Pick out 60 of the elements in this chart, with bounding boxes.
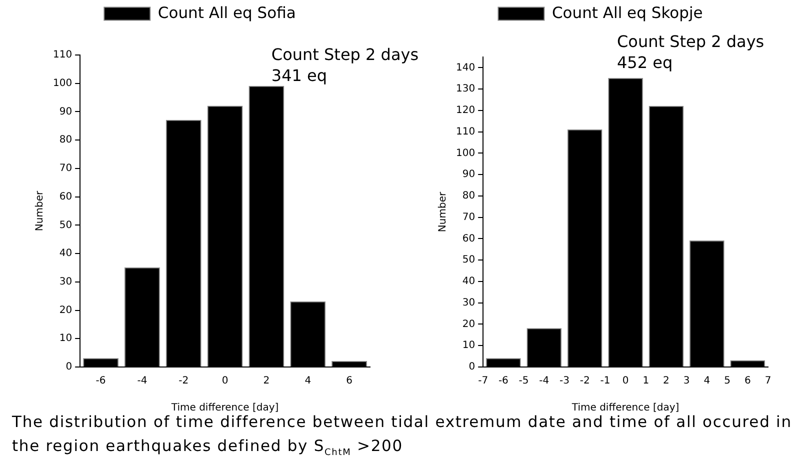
x-tick-label: 3 <box>683 376 690 387</box>
y-tick-label: 80 <box>59 134 72 146</box>
x-tick-label: -2 <box>580 376 590 387</box>
annotation: 341 eq <box>271 65 328 86</box>
x-tick-label: -1 <box>600 376 610 387</box>
x-tick-label: -2 <box>178 376 189 387</box>
y-tick-label: 110 <box>52 50 72 61</box>
y-tick-label: 80 <box>462 190 476 202</box>
x-tick-label: 4 <box>304 376 312 387</box>
x-tick-label: 5 <box>724 376 730 387</box>
y-tick-label: 10 <box>462 340 476 352</box>
legend-label: Count All eq Sofia <box>158 4 296 22</box>
y-tick-label: 120 <box>456 105 476 116</box>
y-tick-label: 40 <box>59 248 72 260</box>
y-tick-label: 110 <box>456 126 476 138</box>
y-tick-label: 30 <box>59 276 72 288</box>
x-tick-label: 6 <box>346 376 352 387</box>
x-tick-label: -7 <box>478 376 488 387</box>
x-tick-label: 2 <box>663 376 670 387</box>
annotation: Count Step 2 days <box>271 44 419 65</box>
x-tick-label: -4 <box>137 376 148 387</box>
x-axis-title: Time difference [day] <box>170 402 279 414</box>
y-tick-label: 20 <box>462 318 476 330</box>
y-axis-title: Number <box>438 191 449 232</box>
y-axis-title: Number <box>34 190 46 232</box>
x-tick-label: -5 <box>518 376 529 387</box>
annotation: 452 eq <box>616 52 674 73</box>
x-tick-label: 2 <box>263 376 270 387</box>
y-tick-label: 70 <box>59 163 72 174</box>
y-tick-label: 130 <box>456 84 476 95</box>
x-tick-label: 0 <box>222 376 228 387</box>
y-tick-label: 60 <box>59 191 72 202</box>
x-tick-label: 4 <box>704 376 710 387</box>
x-tick-label: -6 <box>96 376 106 387</box>
x-tick-label: 6 <box>744 376 751 387</box>
y-tick-label: 100 <box>52 78 72 89</box>
y-tick-label: 50 <box>59 220 72 231</box>
x-tick-label: 1 <box>642 376 650 387</box>
x-tick-label: -6 <box>498 376 508 387</box>
x-axis-title: Time difference [day] <box>570 402 680 414</box>
x-tick-label: -4 <box>539 376 550 387</box>
y-tick-label: 0 <box>468 362 476 373</box>
y-tick-label: 90 <box>462 169 476 180</box>
y-tick-label: 70 <box>462 212 476 223</box>
y-tick-label: 20 <box>59 304 72 316</box>
y-tick-label: 50 <box>462 254 476 266</box>
legend-label: Count All eq Skopje <box>552 4 703 22</box>
y-tick-label: 100 <box>456 148 476 159</box>
x-tick-label: 0 <box>622 376 629 387</box>
y-tick-label: 90 <box>59 106 72 118</box>
x-tick-label: 7 <box>764 376 772 387</box>
text: The distribution of time difference between tidal extremum date and time of all occured in the region earthquakes defined by S$_{ChtM}$ >200 <box>12 413 793 460</box>
y-tick-label: 30 <box>462 297 476 308</box>
y-tick-label: 40 <box>462 276 476 288</box>
y-tick-label: 60 <box>462 233 476 244</box>
x-tick-label: -3 <box>560 376 570 387</box>
text: Count Step 2 days <box>616 31 764 52</box>
y-tick-label: 140 <box>456 62 476 74</box>
y-tick-label: 0 <box>66 362 72 373</box>
y-tick-label: 10 <box>59 333 72 344</box>
